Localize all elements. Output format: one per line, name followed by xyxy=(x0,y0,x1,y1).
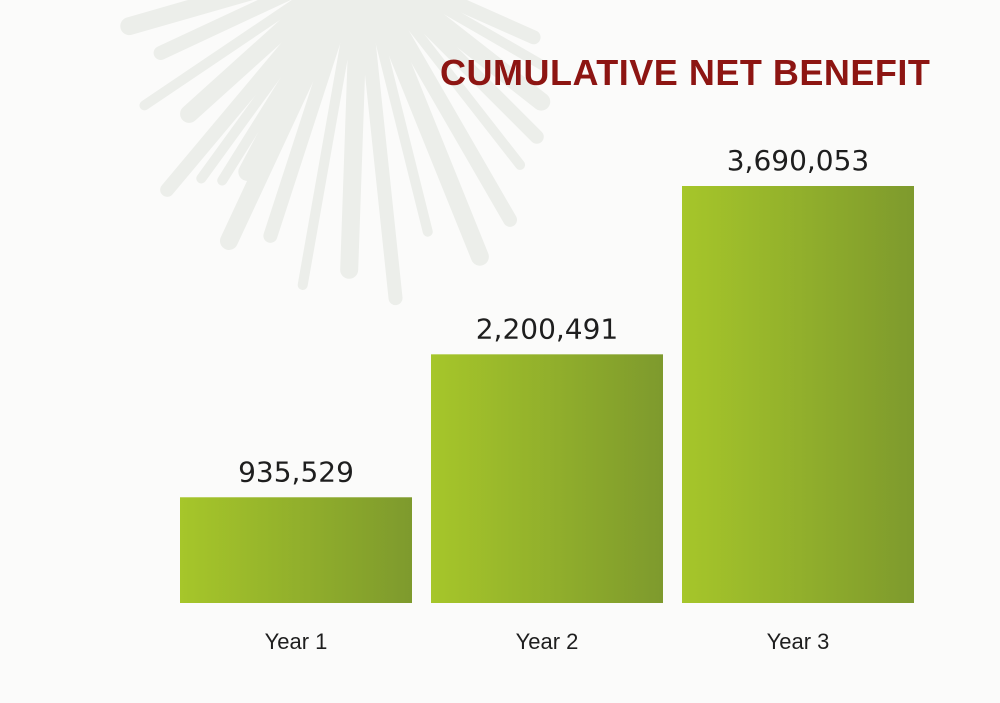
background-stroke xyxy=(297,0,358,290)
x-tick-label: Year 2 xyxy=(516,629,579,654)
background-stroke xyxy=(384,0,526,170)
background-stroke xyxy=(160,0,336,197)
x-tick-label: Year 1 xyxy=(265,629,328,654)
background-stroke xyxy=(419,0,547,70)
background-stroke xyxy=(153,0,291,60)
bar-year-1 xyxy=(180,497,412,603)
background-stroke xyxy=(263,0,355,243)
background-stroke xyxy=(432,0,541,45)
background-stroke xyxy=(120,0,254,36)
x-tick-label: Year 3 xyxy=(767,629,830,654)
data-label: 935,529 xyxy=(238,455,354,488)
background-stroke xyxy=(366,0,489,266)
background-stroke xyxy=(340,0,368,279)
background-stroke xyxy=(364,0,433,237)
bar-year-3 xyxy=(682,186,914,603)
background-stroke xyxy=(180,0,330,123)
chart-title: CUMULATIVE NET BENEFIT xyxy=(440,52,931,93)
bars-group: 935,529 Year 1 2,200,491 Year 2 3,690,053 Yea… xyxy=(180,144,914,654)
background-stroke xyxy=(390,0,544,144)
background-stroke xyxy=(357,0,403,306)
background-stroke xyxy=(375,0,517,227)
background-stroke xyxy=(196,0,338,184)
bar-year-2 xyxy=(431,354,663,603)
background-stroke xyxy=(238,0,349,181)
data-label: 2,200,491 xyxy=(476,312,619,345)
data-label: 3,690,053 xyxy=(727,144,870,177)
background-stroke xyxy=(396,0,551,111)
background-stroke xyxy=(139,0,310,111)
